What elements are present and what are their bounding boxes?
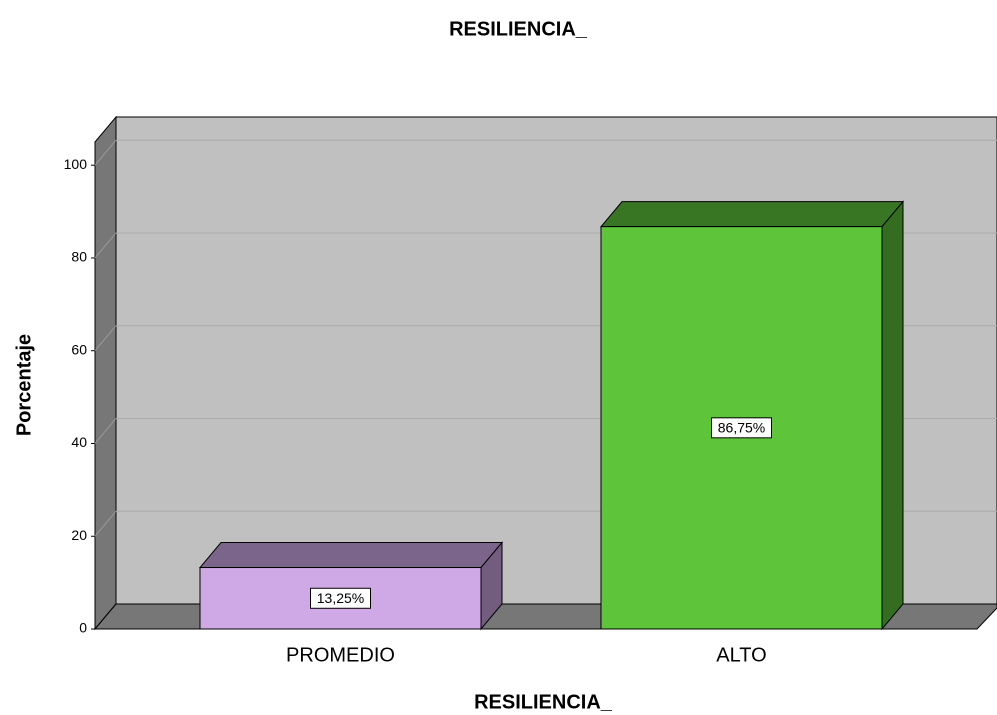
bar-top	[599, 201, 905, 228]
grid-line	[94, 418, 117, 444]
value-label-box	[310, 587, 371, 609]
y-tick-label: 0	[79, 620, 87, 636]
grid-line	[94, 325, 117, 352]
y-tick-label: 100	[64, 156, 88, 172]
value-label: 13,25%	[317, 590, 364, 606]
bar-side	[881, 200, 904, 631]
grid-line	[94, 510, 117, 537]
y-tick-label: 20	[71, 527, 87, 543]
x-axis-label: RESILIENCIA_	[474, 691, 613, 713]
bar-top	[198, 542, 504, 569]
grid-line	[94, 232, 117, 259]
y-tick-label: 80	[71, 249, 87, 265]
y-axis-label: Porcentaje	[13, 334, 35, 436]
x-tick-label: ALTO	[716, 644, 766, 666]
y-tick-label: 40	[71, 434, 87, 450]
grid-line	[94, 139, 117, 166]
chart-title: RESILIENCIA_	[449, 18, 588, 40]
left-wall	[94, 115, 117, 631]
x-tick-label: PROMEDIO	[286, 644, 395, 666]
value-label-box	[711, 417, 772, 439]
y-tick-label: 60	[71, 341, 87, 357]
value-label: 86,75%	[718, 420, 765, 436]
